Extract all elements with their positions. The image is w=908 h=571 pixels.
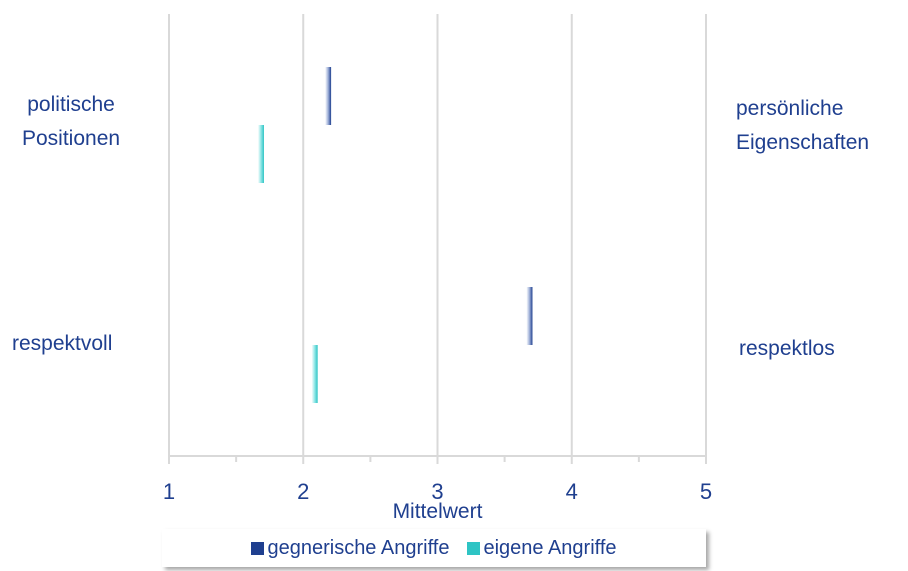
right-label-1-line-2: Eigenschaften xyxy=(736,131,870,154)
mark-opponent-1 xyxy=(325,67,332,125)
legend-label-opponent: gegnerische Angriffe xyxy=(267,536,450,559)
x-tick-label-3: 3 xyxy=(431,479,443,504)
left-label-2-line-1: respektvoll xyxy=(12,332,113,355)
right-label-category-1: persönliche Eigenschaften xyxy=(736,92,869,160)
left-label-category-2: respektvoll xyxy=(12,327,112,361)
mark-own-1 xyxy=(257,125,264,183)
right-label-1-line-1: persönliche xyxy=(736,97,844,120)
right-label-category-2: respektlos xyxy=(739,332,835,366)
legend-swatch-opponent xyxy=(251,541,265,555)
mark-opponent-2 xyxy=(526,287,533,345)
mark-own-2 xyxy=(311,345,318,403)
legend-swatch-own xyxy=(467,541,481,555)
x-tick-label-4: 4 xyxy=(566,479,578,504)
x-tick-label-5: 5 xyxy=(700,479,712,504)
legend-item-opponent: gegnerische Angriffe xyxy=(251,537,449,560)
legend-label-own: eigene Angriffe xyxy=(483,536,617,559)
legend-item-own: eigene Angriffe xyxy=(467,536,617,560)
legend: gegnerische Angriffe eigene Angriffe xyxy=(162,529,706,567)
data-marks xyxy=(257,67,533,403)
gridlines xyxy=(168,14,707,456)
x-tick-label-2: 2 xyxy=(297,479,309,504)
left-label-category-1: politische Positionen xyxy=(22,88,120,156)
x-axis-title: Mittelwert xyxy=(393,500,483,523)
x-tick-label-1: 1 xyxy=(163,479,175,504)
x-axis: 1 2 3 4 5 Mittelwert xyxy=(163,455,712,523)
left-label-1-line-1: politische xyxy=(27,93,115,116)
right-label-2-line-1: respektlos xyxy=(739,337,835,360)
left-label-1-line-2: Positionen xyxy=(22,127,121,150)
